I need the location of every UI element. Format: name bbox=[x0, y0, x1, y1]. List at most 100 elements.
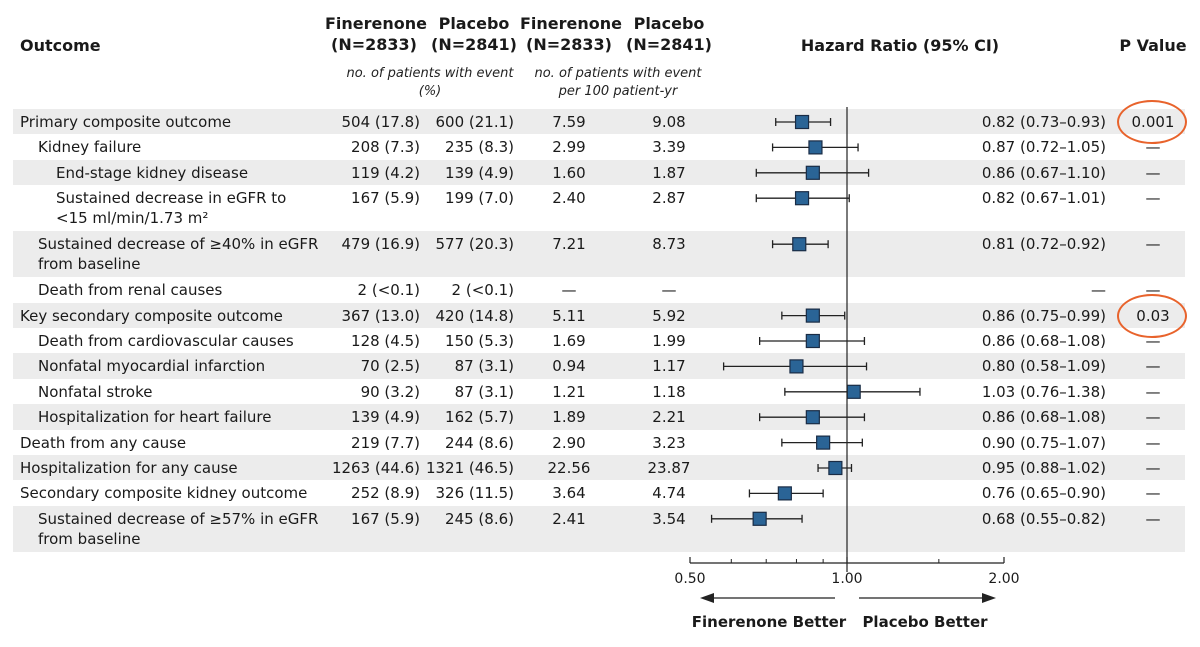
placebo-events: 150 (5.3) bbox=[445, 332, 514, 350]
x-tick-label: 0.50 bbox=[674, 571, 705, 587]
hr-marker bbox=[777, 486, 792, 501]
hazard-ratio-text: — bbox=[1091, 281, 1106, 300]
placebo-events: 245 (8.6) bbox=[445, 509, 514, 528]
hr-marker bbox=[794, 191, 810, 206]
row-label: Kidney failure bbox=[38, 138, 142, 157]
placebo-events: 162 (5.7) bbox=[445, 408, 514, 427]
p-value: — bbox=[1145, 408, 1161, 427]
finerenone-rate: 0.94 bbox=[552, 357, 586, 376]
header-placebo-rate: Placebo (N=2841) bbox=[626, 14, 712, 54]
finerenone-rate: 7.21 bbox=[552, 235, 586, 254]
placebo-rate: 1.87 bbox=[652, 163, 686, 182]
p-value: — bbox=[1145, 357, 1161, 376]
header-p-value: P Value bbox=[1119, 36, 1187, 55]
finerenone-rate: — bbox=[561, 281, 577, 300]
hazard-ratio-text: 0.82 (0.67–1.01) bbox=[981, 189, 1106, 208]
placebo-rate: 5.92 bbox=[652, 306, 686, 325]
finerenone-rate: 2.99 bbox=[552, 138, 586, 157]
hr-marker bbox=[846, 384, 861, 399]
p-value-highlight-circle bbox=[1117, 100, 1187, 144]
placebo-rate: 1.99 bbox=[652, 332, 686, 350]
hr-marker bbox=[808, 140, 823, 155]
placebo-rate: 3.54 bbox=[652, 509, 686, 528]
p-value: — bbox=[1145, 484, 1161, 503]
hazard-ratio-text: 0.86 (0.68–1.08) bbox=[981, 332, 1106, 350]
row-band bbox=[13, 109, 1185, 135]
row-label: End-stage kidney disease bbox=[56, 163, 249, 182]
header-finerenone-rate: Finerenone (N=2833) bbox=[520, 14, 623, 54]
subheader-rates: no. of patients with event per 100 patie… bbox=[534, 66, 702, 99]
hazard-ratio-text: 0.87 (0.72–1.05) bbox=[981, 138, 1106, 157]
finerenone-rate: 22.56 bbox=[547, 459, 591, 477]
row-label: Death from any cause bbox=[20, 433, 187, 452]
arrow-left-label: Finerenone Better bbox=[692, 613, 847, 631]
hazard-ratio-text: 0.86 (0.67–1.10) bbox=[981, 163, 1106, 182]
finerenone-events: 2 (<0.1) bbox=[357, 281, 420, 300]
row-band bbox=[13, 353, 1185, 379]
placebo-events: 577 (20.3) bbox=[435, 235, 514, 254]
hr-marker bbox=[794, 114, 810, 130]
hr-marker bbox=[805, 165, 820, 180]
arrow-left-head bbox=[700, 593, 714, 603]
finerenone-rate: 7.59 bbox=[552, 113, 586, 131]
placebo-events: 87 (3.1) bbox=[454, 357, 514, 376]
placebo-rate: 9.08 bbox=[652, 113, 686, 131]
hazard-ratio-text: 0.81 (0.72–0.92) bbox=[981, 235, 1106, 254]
finerenone-rate: 2.90 bbox=[552, 433, 586, 452]
hazard-ratio-text: 0.86 (0.68–1.08) bbox=[981, 408, 1106, 427]
hr-marker bbox=[805, 333, 820, 349]
placebo-rate: 4.74 bbox=[652, 484, 686, 503]
hazard-ratio-text: 0.68 (0.55–0.82) bbox=[981, 509, 1106, 528]
finerenone-rate: 1.60 bbox=[552, 163, 586, 182]
p-value: — bbox=[1145, 433, 1161, 452]
p-value: — bbox=[1145, 509, 1161, 528]
p-value: — bbox=[1145, 459, 1161, 477]
placebo-rate: 1.17 bbox=[652, 357, 686, 376]
finerenone-events: 219 (7.7) bbox=[351, 433, 420, 452]
hr-marker bbox=[792, 237, 807, 252]
x-tick-label: 2.00 bbox=[988, 571, 1019, 587]
row-label: Key secondary composite outcome bbox=[20, 306, 283, 325]
row-label: Death from renal causes bbox=[38, 281, 223, 300]
header-placebo-count: Placebo (N=2841) bbox=[431, 14, 517, 54]
hazard-ratio-text: 0.80 (0.58–1.09) bbox=[981, 357, 1106, 376]
placebo-rate: 3.23 bbox=[652, 433, 686, 452]
placebo-rate: 1.18 bbox=[652, 382, 686, 401]
finerenone-rate: 3.64 bbox=[552, 484, 586, 503]
row-label: Sustained decrease of ≥40% in eGFR from … bbox=[38, 235, 319, 274]
finerenone-events: 208 (7.3) bbox=[351, 138, 420, 157]
row-band bbox=[13, 302, 1185, 328]
placebo-rate: — bbox=[661, 281, 677, 300]
p-value: — bbox=[1145, 332, 1161, 350]
p-value: — bbox=[1145, 382, 1161, 401]
p-value: — bbox=[1145, 163, 1161, 182]
hazard-ratio-text: 0.76 (0.65–0.90) bbox=[981, 484, 1106, 503]
placebo-events: 87 (3.1) bbox=[454, 382, 514, 401]
placebo-events: 600 (21.1) bbox=[435, 113, 514, 131]
placebo-rate: 2.21 bbox=[652, 408, 686, 427]
finerenone-events: 119 (4.2) bbox=[351, 163, 420, 182]
finerenone-events: 479 (16.9) bbox=[341, 235, 420, 254]
finerenone-events: 504 (17.8) bbox=[341, 113, 420, 131]
hazard-ratio-text: 0.90 (0.75–1.07) bbox=[981, 433, 1106, 452]
finerenone-events: 167 (5.9) bbox=[351, 189, 420, 208]
placebo-rate: 2.87 bbox=[652, 189, 686, 208]
finerenone-rate: 1.21 bbox=[552, 382, 586, 401]
placebo-rate: 8.73 bbox=[652, 235, 686, 254]
finerenone-rate: 2.41 bbox=[552, 509, 586, 528]
finerenone-events: 167 (5.9) bbox=[351, 509, 420, 528]
placebo-events: 235 (8.3) bbox=[445, 138, 514, 157]
row-label: Primary composite outcome bbox=[20, 113, 232, 131]
header-finerenone-count: Finerenone (N=2833) bbox=[325, 14, 428, 54]
placebo-rate: 23.87 bbox=[647, 459, 691, 477]
finerenone-events: 1263 (44.6) bbox=[331, 459, 420, 477]
placebo-events: 139 (4.9) bbox=[445, 163, 514, 182]
arrow-right-label: Placebo Better bbox=[862, 613, 988, 631]
finerenone-rate: 5.11 bbox=[552, 306, 586, 325]
placebo-events: 326 (11.5) bbox=[435, 484, 514, 503]
finerenone-events: 90 (3.2) bbox=[360, 382, 420, 401]
row-label: Death from cardiovascular causes bbox=[38, 332, 294, 350]
hazard-ratio-text: 0.86 (0.75–0.99) bbox=[981, 306, 1106, 325]
placebo-events: 2 (<0.1) bbox=[451, 281, 514, 300]
hr-marker bbox=[805, 308, 820, 323]
